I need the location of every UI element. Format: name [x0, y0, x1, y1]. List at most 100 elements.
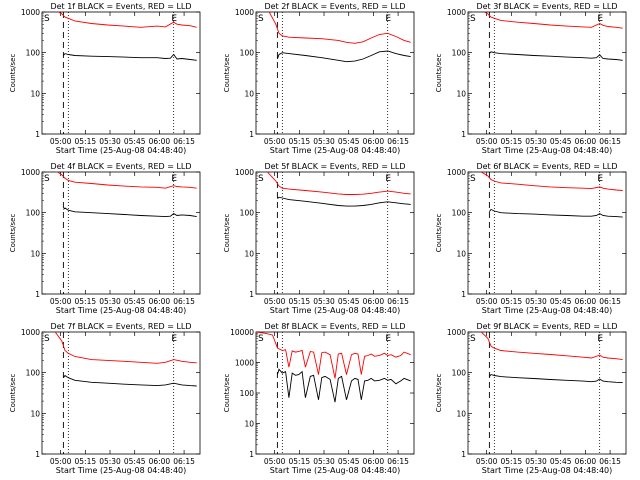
end-marker-label: E	[385, 14, 391, 24]
y-tick-label: 1000	[235, 8, 254, 17]
plot-frame	[255, 11, 415, 135]
start-marker-label: S	[258, 174, 264, 184]
y-tick-label: 1	[249, 290, 254, 299]
series-line-events	[489, 51, 623, 61]
panel-det-8: Det 8f BLACK = Events, RED = LLD 1 10 100 10…	[223, 322, 415, 475]
x-tick-label: 05:30	[525, 137, 547, 146]
series-line-lld	[268, 12, 411, 44]
y-tick-label: 1000	[21, 328, 40, 337]
end-marker-label: E	[597, 334, 603, 344]
series-line-events	[63, 374, 197, 387]
x-tick-label: 05:00	[264, 297, 286, 306]
x-tick-label: 06:15	[599, 137, 621, 146]
x-tick-label: 06:00	[149, 457, 171, 466]
y-tick-label: 100	[26, 369, 41, 378]
x-tick-label: 05:30	[313, 297, 335, 306]
end-marker-label: E	[171, 14, 177, 24]
panel-det-3: Det 3f BLACK = Events, RED = LLD 1 10 100 10…	[435, 2, 627, 155]
y-tick-label: 100	[26, 209, 41, 218]
x-tick-label: 06:15	[173, 297, 195, 306]
x-tick-label: 05:15	[501, 137, 523, 146]
series-line-events	[489, 208, 623, 218]
start-marker-label: S	[44, 174, 50, 184]
y-tick-label: 1	[249, 450, 254, 459]
x-tick-label: 06:15	[387, 457, 409, 466]
x-tick-label: 06:00	[363, 137, 385, 146]
x-axis-label: Start Time (25-Aug-08 04:48:40)	[482, 146, 613, 155]
x-tick-label: 06:15	[387, 297, 409, 306]
y-tick-label: 10	[244, 249, 254, 258]
x-tick-label: 05:15	[75, 457, 97, 466]
y-axis-label: Counts/sec	[9, 374, 17, 413]
y-tick-label: 1000	[447, 168, 466, 177]
y-tick-label: 10	[30, 249, 40, 258]
plot-frame	[255, 171, 415, 295]
panel-det-6: Det 6f BLACK = Events, RED = LLD 1 10 100 10…	[435, 162, 627, 315]
x-tick-label: 05:30	[99, 297, 121, 306]
x-tick-label: 05:00	[476, 137, 498, 146]
end-marker-label: E	[597, 174, 603, 184]
y-tick-label: 100	[26, 49, 41, 58]
y-tick-label: 100	[240, 389, 255, 398]
y-axis-label: Counts/sec	[223, 214, 231, 253]
y-axis-label: Counts/sec	[9, 54, 17, 93]
start-marker-label: S	[470, 174, 476, 184]
y-tick-label: 100	[240, 209, 255, 218]
panel-title: Det 5f BLACK = Events, RED = LLD	[264, 162, 405, 171]
panel-title: Det 7f BLACK = Events, RED = LLD	[50, 322, 191, 331]
end-marker-label: E	[385, 174, 391, 184]
x-tick-label: 05:30	[313, 137, 335, 146]
panel-title: Det 4f BLACK = Events, RED = LLD	[50, 162, 191, 171]
end-marker-label: E	[171, 334, 177, 344]
y-tick-label: 100	[452, 49, 467, 58]
panel-title: Det 8f BLACK = Events, RED = LLD	[264, 322, 405, 331]
x-tick-label: 05:45	[338, 297, 360, 306]
x-axis-label: Start Time (25-Aug-08 04:48:40)	[56, 146, 187, 155]
x-tick-label: 05:45	[124, 297, 146, 306]
y-axis-label: Counts/sec	[435, 214, 443, 253]
series-line-events	[277, 196, 411, 207]
x-tick-label: 05:00	[476, 297, 498, 306]
x-tick-label: 05:00	[264, 137, 286, 146]
series-line-events	[276, 50, 411, 63]
x-tick-label: 05:30	[313, 457, 335, 466]
series-line-lld	[56, 172, 197, 189]
plot-frame	[255, 331, 415, 455]
x-axis-label: Start Time (25-Aug-08 04:48:40)	[270, 146, 401, 155]
series-line-lld	[57, 12, 197, 28]
x-tick-label: 06:00	[149, 137, 171, 146]
x-axis-label: Start Time (25-Aug-08 04:48:40)	[56, 466, 187, 475]
x-tick-label: 06:15	[599, 297, 621, 306]
panel-title: Det 1f BLACK = Events, RED = LLD	[50, 2, 191, 11]
panel-det-2: Det 2f BLACK = Events, RED = LLD 1 10 100 10…	[223, 2, 415, 155]
x-tick-label: 05:30	[99, 137, 121, 146]
plot-frame	[467, 331, 627, 455]
plot-frame	[41, 331, 201, 455]
x-tick-label: 06:15	[387, 137, 409, 146]
y-tick-label: 1000	[21, 168, 40, 177]
y-tick-label: 1	[35, 450, 40, 459]
plot-frame	[41, 171, 201, 295]
x-tick-label: 05:30	[525, 457, 547, 466]
panel-det-4: Det 4f BLACK = Events, RED = LLD 1 10 100 10…	[9, 162, 201, 315]
x-tick-label: 06:15	[173, 137, 195, 146]
x-tick-label: 05:00	[50, 297, 72, 306]
x-tick-label: 05:00	[476, 457, 498, 466]
y-axis-label: Counts/sec	[223, 374, 231, 413]
y-tick-label: 10	[456, 249, 466, 258]
x-tick-label: 05:15	[289, 457, 311, 466]
start-marker-label: S	[470, 334, 476, 344]
x-tick-label: 05:30	[99, 457, 121, 466]
y-tick-label: 1000	[235, 359, 254, 368]
y-tick-label: 1000	[447, 328, 466, 337]
x-tick-label: 06:00	[363, 457, 385, 466]
y-tick-label: 1	[35, 130, 40, 139]
y-tick-label: 10	[456, 409, 466, 418]
y-tick-label: 10	[30, 89, 40, 98]
series-line-lld	[480, 332, 623, 361]
series-line-lld	[483, 12, 623, 29]
panel-title: Det 3f BLACK = Events, RED = LLD	[476, 2, 617, 11]
x-axis-label: Start Time (25-Aug-08 04:48:40)	[270, 306, 401, 315]
panel-title: Det 2f BLACK = Events, RED = LLD	[264, 2, 405, 11]
